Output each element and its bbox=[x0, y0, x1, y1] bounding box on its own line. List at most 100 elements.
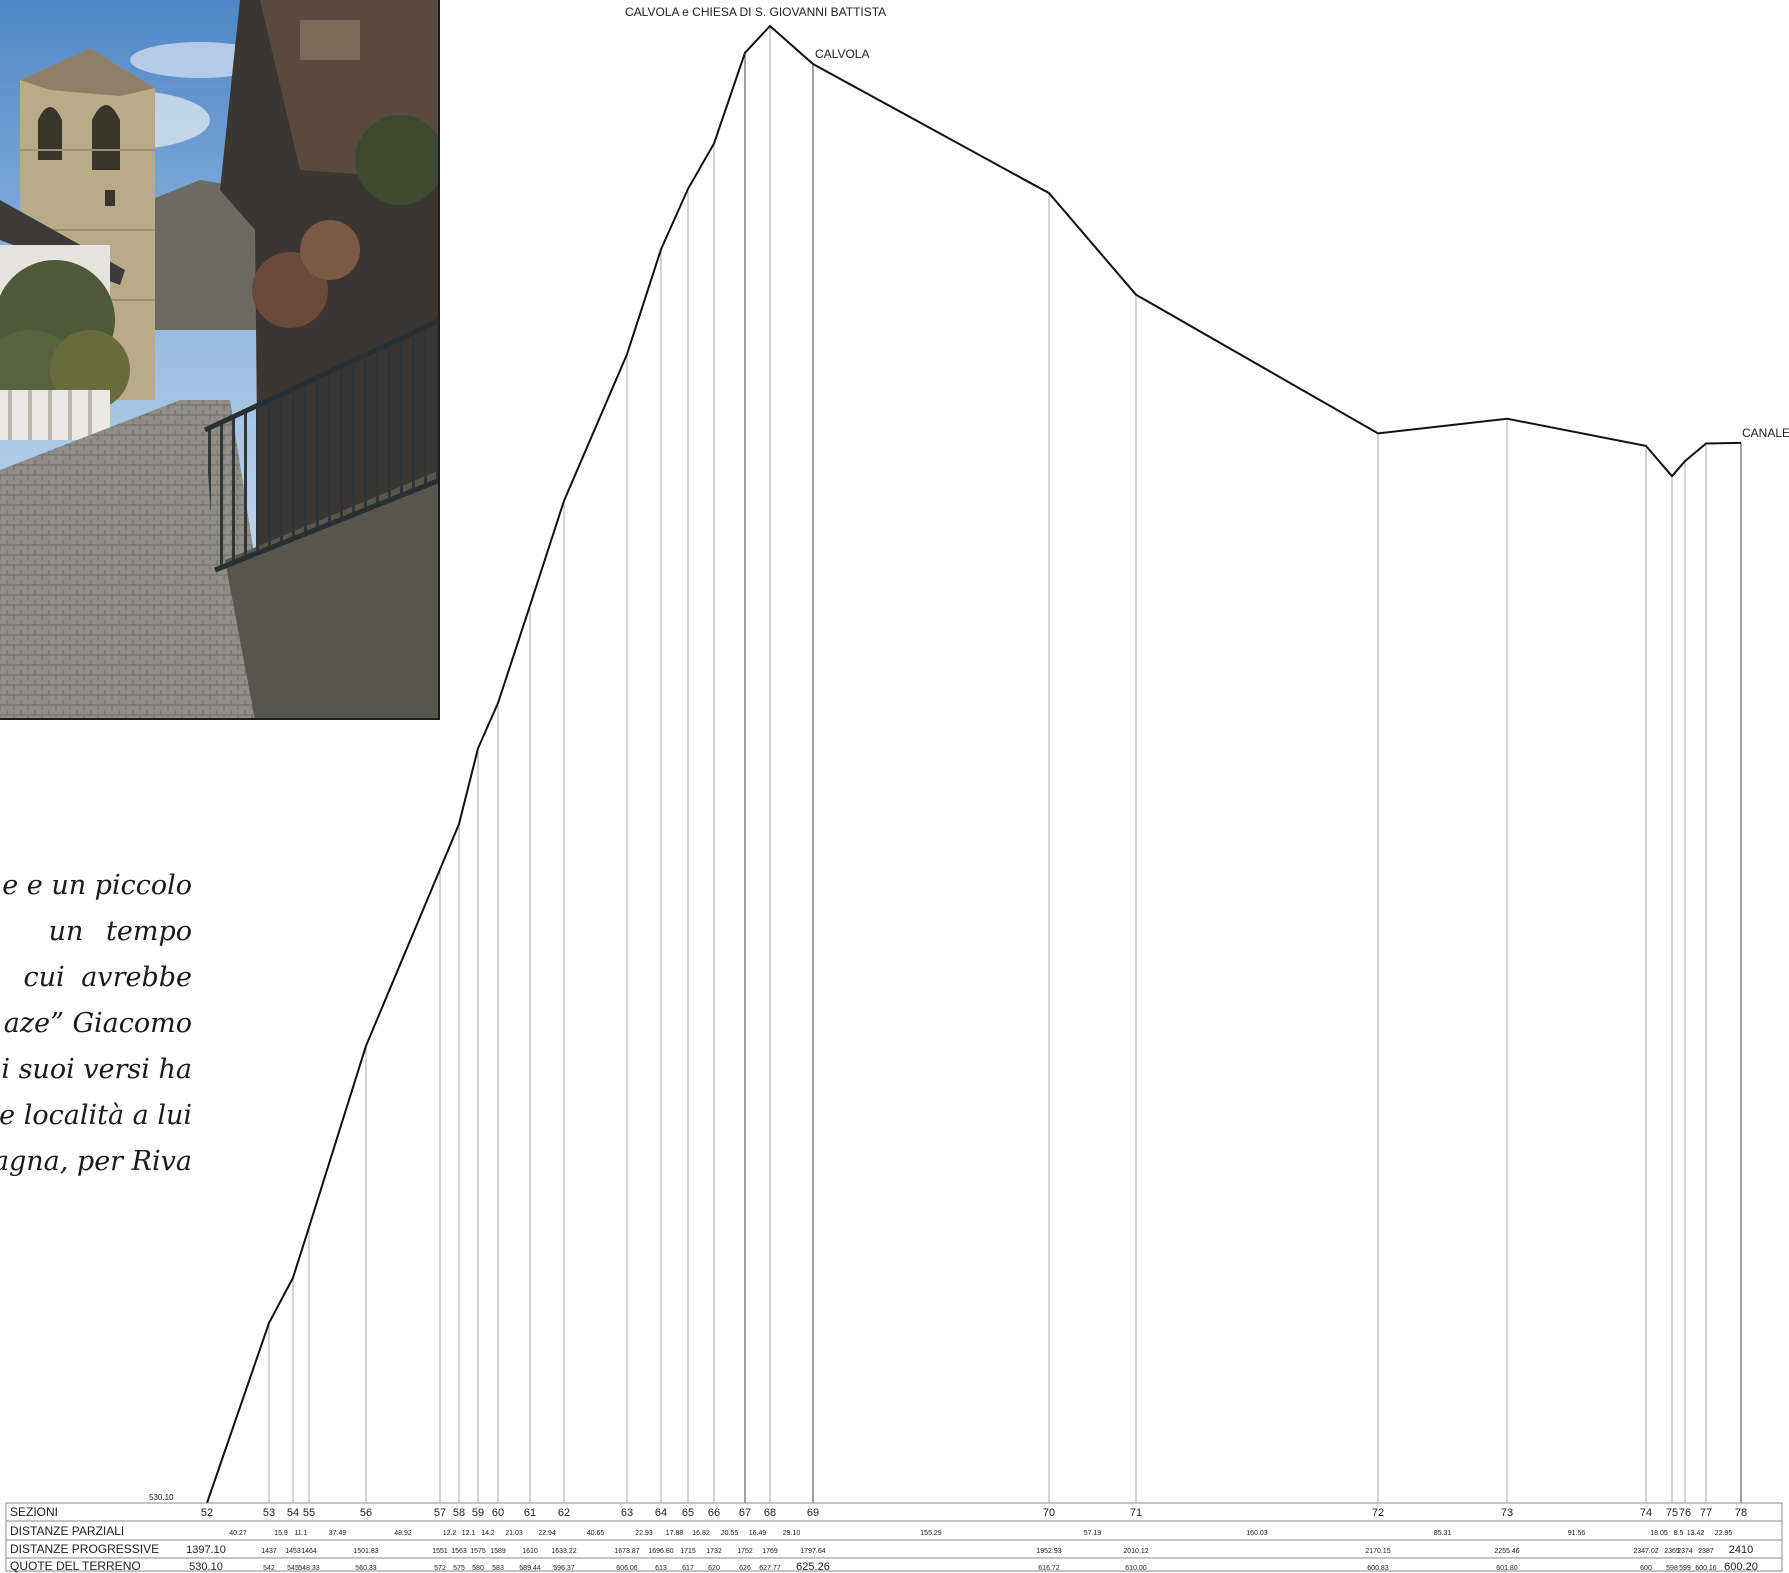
elevation-label: 601.80 bbox=[1496, 1565, 1518, 1572]
section-number-label: 74 bbox=[1640, 1507, 1652, 1519]
partial-distance-label: 12.1 bbox=[462, 1530, 476, 1537]
progressive-distance-label: 2255.46 bbox=[1494, 1548, 1519, 1555]
elevation-label: 572 bbox=[434, 1565, 446, 1572]
progressive-distance-label: 2365 bbox=[1664, 1548, 1680, 1555]
partial-distance-label: 8.5 bbox=[1674, 1530, 1684, 1537]
poem-text-fragment: e e un piccolo un tempo cui avrebbe aze”… bbox=[0, 860, 192, 1180]
elevation-label: 583 bbox=[492, 1565, 504, 1572]
section-number-label: 58 bbox=[453, 1507, 465, 1519]
section-number-label: 56 bbox=[360, 1507, 372, 1519]
elevation-label: 613 bbox=[655, 1565, 667, 1572]
table-header-quote-del-terreno: QUOTE DEL TERRENO bbox=[10, 1559, 141, 1573]
section-number-label: 61 bbox=[524, 1507, 536, 1519]
progressive-distance-label: 1589 bbox=[490, 1548, 506, 1555]
partial-distance-label: 22.94 bbox=[538, 1530, 556, 1537]
partial-distance-label: 29.10 bbox=[783, 1530, 801, 1537]
section-number-label: 63 bbox=[621, 1507, 633, 1519]
progressive-distance-label: 1732 bbox=[706, 1548, 722, 1555]
table-header-distanze-progressive: DISTANZE PROGRESSIVE bbox=[10, 1542, 159, 1556]
progressive-distance-label: 1563 bbox=[451, 1548, 467, 1555]
partial-distance-label: 12.2 bbox=[443, 1530, 457, 1537]
text-line: e e un piccolo bbox=[2, 870, 192, 901]
place-label: CANALE bbox=[1742, 426, 1789, 440]
section-number-label: 68 bbox=[764, 1507, 776, 1519]
progressive-distance-label: 1696.80 bbox=[648, 1548, 673, 1555]
partial-distance-label: 14.2 bbox=[481, 1530, 495, 1537]
text-line: aze” Giacomo bbox=[3, 1008, 192, 1039]
section-number-label: 55 bbox=[303, 1507, 315, 1519]
partial-distance-label: 21.03 bbox=[505, 1530, 523, 1537]
section-number-label: 67 bbox=[739, 1507, 751, 1519]
section-number-label: 77 bbox=[1700, 1507, 1712, 1519]
church-bell-tower-photo bbox=[0, 0, 440, 720]
elevation-label: 620 bbox=[708, 1565, 720, 1572]
elevation-label: 617 bbox=[682, 1565, 694, 1572]
section-number-label: 70 bbox=[1043, 1507, 1055, 1519]
partial-distance-label: 57.19 bbox=[1084, 1530, 1102, 1537]
progressive-distance-label: 1501.83 bbox=[353, 1548, 378, 1555]
table-border bbox=[5, 1502, 1783, 1572]
partial-distance-label: 37.49 bbox=[329, 1530, 347, 1537]
partial-distance-label: 16.82 bbox=[692, 1530, 710, 1537]
iron-railing bbox=[205, 320, 440, 570]
section-number-label: 59 bbox=[472, 1507, 484, 1519]
partial-distance-label: 15.9 bbox=[274, 1530, 288, 1537]
elevation-label: 600.20 bbox=[1724, 1561, 1758, 1573]
progressive-distance-label: 1437 bbox=[261, 1548, 277, 1555]
elevation-label: 545 bbox=[287, 1565, 299, 1572]
section-lines bbox=[268, 26, 1742, 1503]
text-line: i suoi versi ha bbox=[1, 1054, 192, 1085]
photo-illustration bbox=[0, 0, 440, 720]
elevation-label: 575 bbox=[453, 1565, 465, 1572]
section-number-label: 65 bbox=[682, 1507, 694, 1519]
table-header-distanze-parziali: DISTANZE PARZIALI bbox=[10, 1524, 124, 1538]
start-elevation-marker: 530.10 bbox=[149, 1493, 174, 1502]
progressive-distance-label: 1453 bbox=[285, 1548, 301, 1555]
progressive-distance-label: 1633.22 bbox=[551, 1548, 576, 1555]
partial-distance-label: 91.56 bbox=[1568, 1530, 1586, 1537]
elevation-label: 627.77 bbox=[759, 1565, 781, 1572]
progressive-distance-label: 1752 bbox=[737, 1548, 753, 1555]
progressive-distance-label: 2347.02 bbox=[1633, 1548, 1658, 1555]
progressive-distance-label: 2387 bbox=[1698, 1548, 1714, 1555]
progressive-distance-label: 1464 bbox=[301, 1548, 317, 1555]
progressive-distance-label: 1575 bbox=[470, 1548, 486, 1555]
partial-distance-label: 16.49 bbox=[749, 1530, 767, 1537]
partial-distance-label: 18.05 bbox=[1650, 1530, 1668, 1537]
progressive-distance-label: 1397.10 bbox=[186, 1544, 226, 1556]
table-header-sezioni: SEZIONI bbox=[10, 1505, 58, 1519]
elevation-label: 606.06 bbox=[616, 1565, 638, 1572]
section-number-label: 76 bbox=[1679, 1507, 1691, 1519]
progressive-distance-label: 1952.93 bbox=[1036, 1548, 1061, 1555]
elevation-label: 599 bbox=[1679, 1565, 1691, 1572]
elevation-label: 616.72 bbox=[1038, 1565, 1060, 1572]
partial-distance-label: 22.95 bbox=[1715, 1530, 1733, 1537]
section-number-label: 60 bbox=[492, 1507, 504, 1519]
progressive-distance-label: 2010.12 bbox=[1123, 1548, 1148, 1555]
section-number-label: 78 bbox=[1735, 1507, 1747, 1519]
partial-distance-label: 40.65 bbox=[587, 1530, 605, 1537]
section-number-label: 54 bbox=[287, 1507, 299, 1519]
section-number-label: 62 bbox=[558, 1507, 570, 1519]
section-number-label: 52 bbox=[201, 1507, 213, 1519]
progressive-distance-label: 1551 bbox=[432, 1548, 448, 1555]
partial-distance-label: 13.42 bbox=[1687, 1530, 1705, 1537]
progressive-distance-label: 2410 bbox=[1729, 1544, 1753, 1556]
elevation-label: 598 bbox=[1666, 1565, 1678, 1572]
progressive-distance-label: 1610 bbox=[522, 1548, 538, 1555]
place-label: CALVOLA e CHIESA DI S. GIOVANNI BATTISTA bbox=[625, 5, 886, 19]
progressive-distance-label: 1797.64 bbox=[800, 1548, 825, 1555]
profile-table: SEZIONI DISTANZE PARZIALI DISTANZE PROGR… bbox=[5, 1502, 1783, 1573]
text-line: cui avrebbe bbox=[23, 962, 192, 993]
section-number-label: 69 bbox=[807, 1507, 819, 1519]
progressive-distance-label: 1715 bbox=[680, 1548, 696, 1555]
terrain-profile-line bbox=[206, 24, 1742, 1504]
elevation-label: 560.33 bbox=[355, 1565, 377, 1572]
partial-distance-label: 22.93 bbox=[635, 1530, 653, 1537]
section-number-label: 66 bbox=[708, 1507, 720, 1519]
partial-distance-label: 85.31 bbox=[1434, 1530, 1452, 1537]
partial-distance-label: 20.55 bbox=[721, 1530, 739, 1537]
text-line: te località a lui bbox=[0, 1100, 192, 1131]
section-number-label: 71 bbox=[1130, 1507, 1142, 1519]
